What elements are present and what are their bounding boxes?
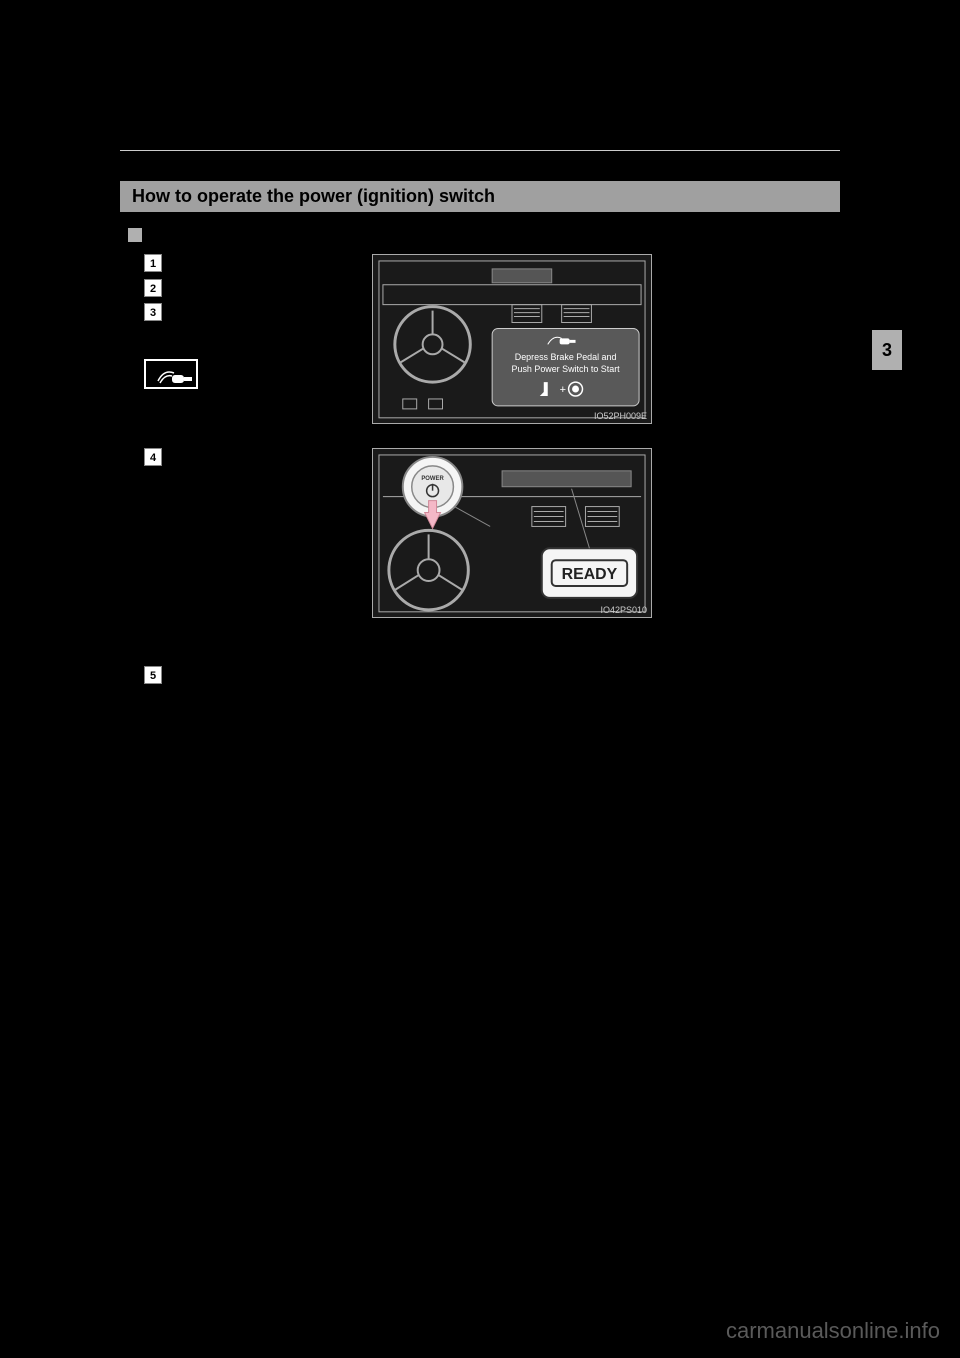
watermark: carmanualsonline.info bbox=[726, 1318, 940, 1344]
content-row-middle: 4 bbox=[120, 448, 840, 626]
figure-caption-2: IO42PS010 bbox=[600, 605, 647, 615]
step-4: 4 bbox=[144, 448, 356, 466]
content-row-upper: 1 2 3 bbox=[120, 254, 840, 432]
chapter-tab: 3 bbox=[872, 330, 902, 370]
header-rule bbox=[120, 150, 840, 151]
dash-msg-line2: Push Power Switch to Start bbox=[512, 364, 621, 374]
chapter-tab-number: 3 bbox=[882, 340, 892, 360]
steps-upper: 1 2 3 bbox=[120, 254, 356, 432]
figure-upper-container: Depress Brake Pedal and Push Power Switc… bbox=[372, 254, 840, 432]
watermark-text: carmanualsonline.info bbox=[726, 1318, 940, 1343]
step-badge-1: 1 bbox=[144, 254, 162, 272]
dash-msg-line1: Depress Brake Pedal and bbox=[515, 352, 617, 362]
step-badge-2: 2 bbox=[144, 279, 162, 297]
figure-power-button: POWER READY IO42PS010 bbox=[372, 448, 652, 618]
power-label: POWER bbox=[421, 476, 444, 482]
step-5: 5 bbox=[144, 666, 356, 684]
step-3: 3 bbox=[144, 303, 356, 321]
manual-page: How to operate the power (ignition) swit… bbox=[120, 150, 840, 702]
content-row-lower: 5 bbox=[120, 666, 840, 690]
key-fob-icon bbox=[144, 359, 198, 389]
step-badge-3: 3 bbox=[144, 303, 162, 321]
figure-caption-1: IO52PH009E bbox=[594, 411, 647, 421]
section-header-text: How to operate the power (ignition) swit… bbox=[132, 186, 495, 206]
steps-middle: 4 bbox=[120, 448, 356, 626]
step-2: 2 bbox=[144, 278, 356, 296]
figure-dashboard: Depress Brake Pedal and Push Power Switc… bbox=[372, 254, 652, 424]
step-badge-5: 5 bbox=[144, 666, 162, 684]
figure-lower-container: POWER READY IO42PS010 bbox=[372, 448, 840, 626]
empty-right bbox=[372, 666, 840, 690]
step-1: 1 bbox=[144, 254, 356, 272]
steps-lower: 5 bbox=[120, 666, 356, 690]
svg-text:+: + bbox=[560, 384, 566, 396]
subheading-bullet bbox=[128, 228, 142, 242]
subheading-row bbox=[128, 228, 840, 242]
step-badge-4: 4 bbox=[144, 448, 162, 466]
section-header: How to operate the power (ignition) swit… bbox=[120, 181, 840, 212]
ready-label: READY bbox=[562, 566, 618, 583]
